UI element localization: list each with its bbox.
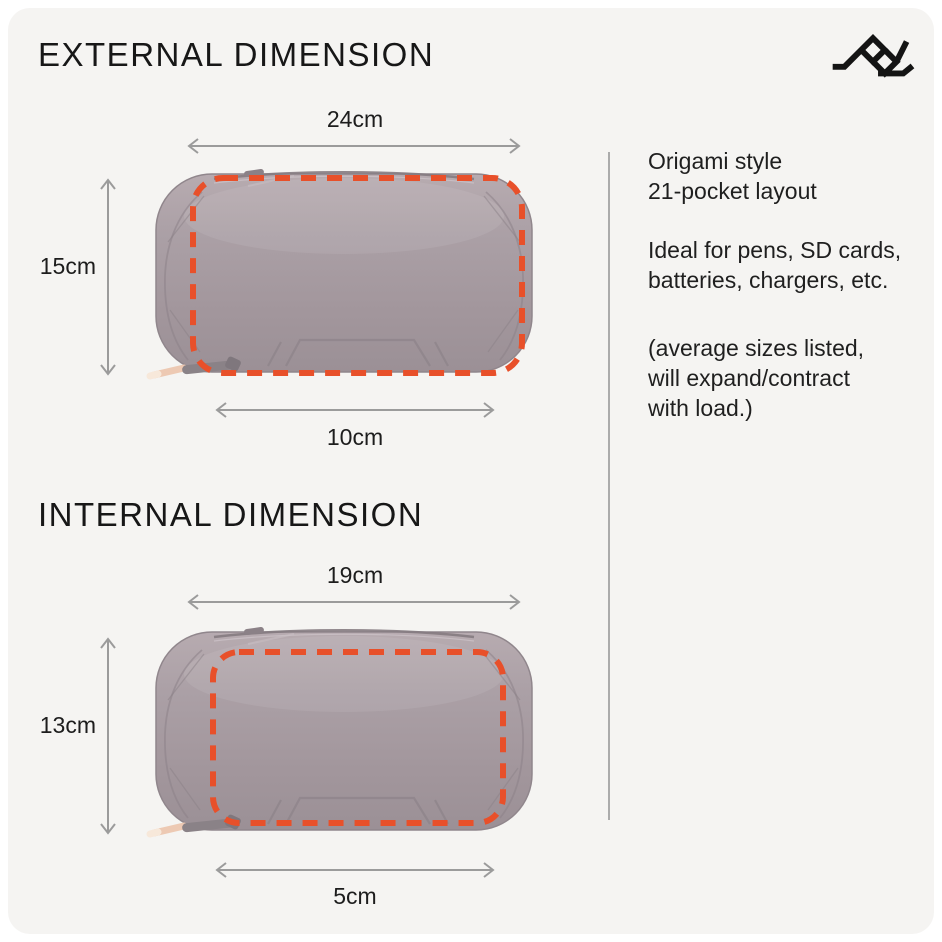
internal-dimension-dashed-outline	[208, 647, 508, 828]
external-dimension-heading: EXTERNAL DIMENSION	[38, 36, 435, 73]
internal-height-label: 13cm	[39, 712, 96, 738]
external-width-arrow-icon	[185, 136, 523, 156]
external-height-label: 15cm	[39, 253, 96, 279]
product-notes: Origami style 21-pocket layout Ideal for…	[648, 146, 928, 423]
external-width-label: 24cm	[326, 106, 384, 132]
external-dimension-dashed-outline	[188, 173, 527, 378]
external-depth-label: 10cm	[326, 424, 384, 450]
note-pocket-layout: Origami style 21-pocket layout	[648, 148, 817, 204]
internal-height-arrow-icon	[98, 635, 118, 837]
internal-depth-arrow-icon	[213, 860, 497, 880]
peak-design-logo-icon	[831, 26, 915, 84]
note-average-sizes: (average sizes listed, will expand/contr…	[648, 335, 865, 421]
vertical-divider	[608, 152, 610, 820]
internal-depth-label: 5cm	[333, 883, 377, 909]
internal-width-arrow-icon	[185, 592, 523, 612]
external-depth-arrow-icon	[213, 400, 497, 420]
internal-width-label: 19cm	[326, 562, 384, 588]
external-height-arrow-icon	[98, 176, 118, 378]
note-ideal-for: Ideal for pens, SD cards, batteries, cha…	[648, 237, 902, 293]
internal-dimension-heading: INTERNAL DIMENSION	[38, 496, 424, 533]
